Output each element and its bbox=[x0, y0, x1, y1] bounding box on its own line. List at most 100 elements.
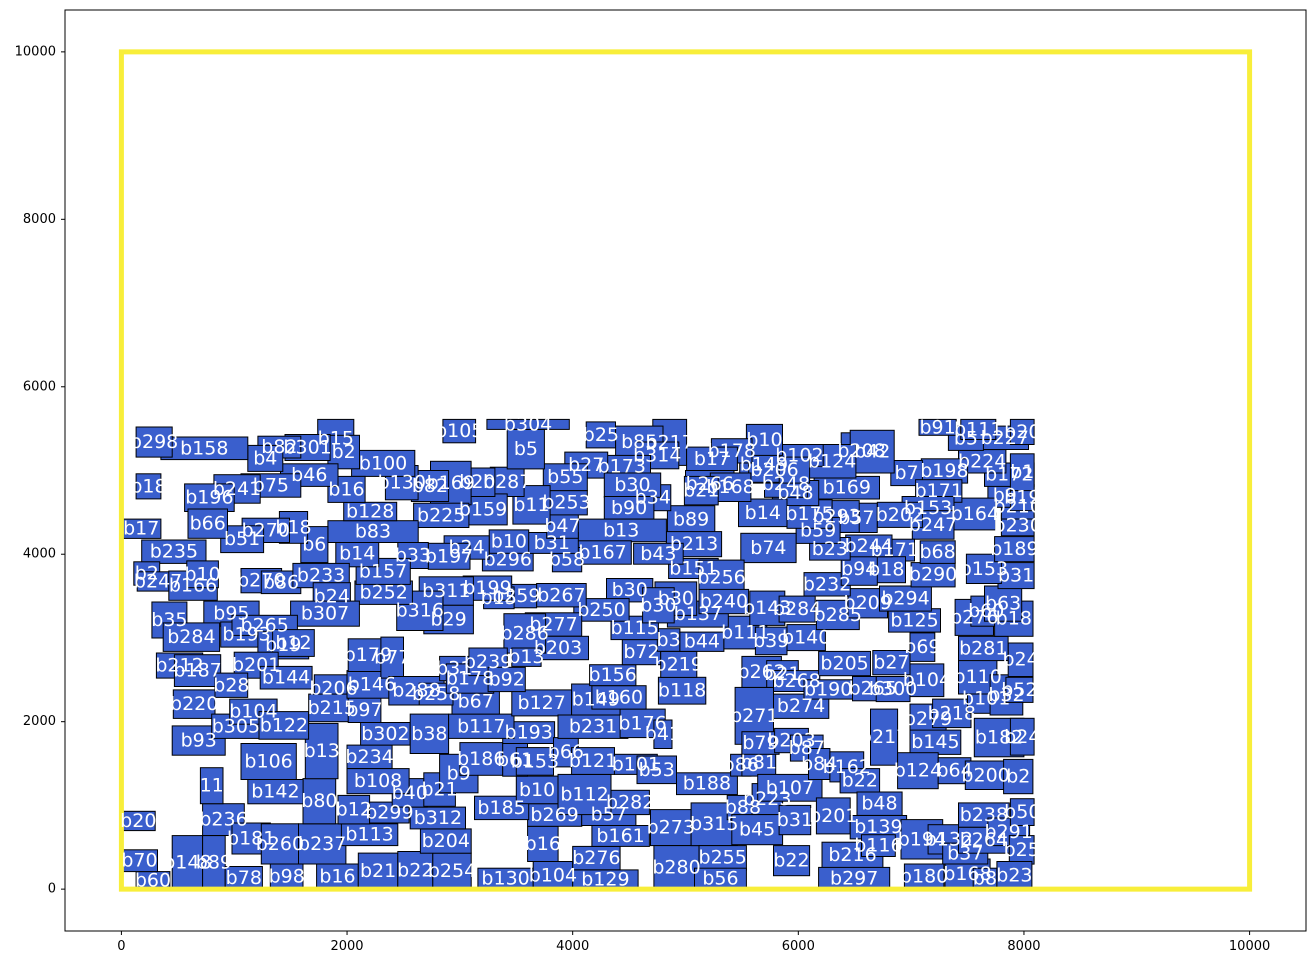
box-label: b83 bbox=[355, 521, 391, 543]
box-label: b105 bbox=[435, 420, 483, 442]
box-label: b162 bbox=[823, 756, 871, 778]
box-label: b2 bbox=[332, 441, 356, 463]
box-label: b38 bbox=[411, 723, 447, 745]
box-b294 bbox=[879, 585, 932, 612]
box-label: b55 bbox=[547, 466, 583, 488]
box-b21 bbox=[357, 852, 399, 890]
box-label: b173 bbox=[598, 456, 646, 478]
box-b153 bbox=[515, 747, 554, 776]
box-label: b41 bbox=[645, 723, 681, 745]
box-label: b196 bbox=[185, 487, 233, 509]
box-b106 bbox=[240, 743, 297, 780]
box-b202 bbox=[876, 501, 923, 528]
box-label: b168 bbox=[943, 863, 991, 885]
box-label: b40 bbox=[392, 782, 428, 804]
box-b116 bbox=[861, 834, 896, 858]
box-label: b127 bbox=[518, 692, 566, 714]
boxes-layer bbox=[120, 418, 1035, 890]
box-b24 bbox=[1009, 717, 1035, 756]
box-label: b28 bbox=[213, 674, 249, 696]
box-label: b121 bbox=[569, 750, 617, 772]
box-label: b267 bbox=[537, 584, 585, 606]
box-label: b10 bbox=[746, 429, 782, 451]
box-label: b92 bbox=[489, 668, 525, 690]
box-label: b304 bbox=[504, 413, 552, 435]
box-label: b238 bbox=[960, 804, 1008, 826]
box-b286 bbox=[503, 613, 547, 654]
box-label: b225 bbox=[417, 504, 465, 526]
box-b312 bbox=[409, 806, 467, 830]
box-b157 bbox=[355, 557, 411, 585]
box-label: b9 bbox=[447, 763, 471, 785]
box-label: b1 bbox=[1010, 461, 1034, 483]
box-b92 bbox=[487, 666, 526, 693]
box-label: b223 bbox=[743, 788, 791, 810]
box-label: b31 bbox=[534, 532, 570, 554]
box-b66 bbox=[187, 508, 228, 539]
box-label: b316 bbox=[396, 600, 444, 622]
box-b128 bbox=[343, 501, 398, 522]
box-label: b110 bbox=[954, 666, 1002, 688]
box-b14 bbox=[738, 498, 788, 528]
box-label: b88 bbox=[725, 797, 761, 819]
box-label: b270 bbox=[242, 519, 290, 541]
box-label: b4 bbox=[253, 447, 277, 469]
box-label: b45 bbox=[739, 819, 775, 841]
box-label: b190 bbox=[804, 678, 852, 700]
box-label: b219 bbox=[655, 653, 703, 675]
box-label: b27 bbox=[873, 652, 909, 674]
box-b124 bbox=[897, 752, 939, 790]
box-label: b144 bbox=[262, 667, 310, 689]
box-label: b29 bbox=[430, 609, 466, 631]
box-label: b168 bbox=[706, 476, 754, 498]
box-b282 bbox=[610, 789, 650, 816]
box-label: b50 bbox=[1004, 801, 1040, 823]
box-label: b31 bbox=[436, 658, 472, 680]
box-label: b231 bbox=[569, 716, 617, 738]
box-b10 bbox=[186, 560, 219, 589]
box-b186 bbox=[459, 742, 504, 776]
box-b2 bbox=[327, 434, 360, 470]
box-b22 bbox=[773, 845, 811, 877]
box-label: b197 bbox=[425, 545, 473, 567]
box-label: b58 bbox=[549, 549, 585, 571]
box-b188 bbox=[676, 772, 738, 796]
box-b164 bbox=[953, 497, 997, 531]
box-label: b220 bbox=[170, 693, 218, 715]
box-b258 bbox=[418, 682, 454, 706]
box-b105 bbox=[442, 418, 477, 444]
box-label: b286 bbox=[501, 622, 549, 644]
box-label: b18 bbox=[996, 608, 1032, 630]
box-label: b87 bbox=[789, 737, 825, 759]
box-label: b299 bbox=[365, 802, 413, 824]
box-label: b89 bbox=[673, 509, 709, 531]
box-label: b82 bbox=[412, 475, 448, 497]
box-label: b149 bbox=[572, 689, 620, 711]
box-label: b84 bbox=[801, 753, 837, 775]
box-label: b284 bbox=[167, 626, 215, 648]
box-b47 bbox=[546, 512, 579, 539]
box-label: b74 bbox=[750, 537, 786, 559]
box-b122 bbox=[258, 711, 310, 740]
box-label: b115 bbox=[188, 775, 236, 797]
box-b14 bbox=[335, 539, 380, 568]
box-label: b248 bbox=[762, 473, 810, 495]
box-b39 bbox=[754, 626, 788, 656]
box-label: b143 bbox=[743, 597, 791, 619]
box-label: b13 bbox=[508, 646, 544, 668]
box-b13 bbox=[511, 647, 542, 667]
box-b16 bbox=[527, 825, 559, 862]
box-label: b315 bbox=[690, 813, 738, 835]
box-label: b271 bbox=[730, 705, 778, 727]
box-label: b247 bbox=[134, 570, 182, 592]
box-label: b107 bbox=[766, 777, 814, 799]
box-label: b64 bbox=[936, 760, 972, 782]
box-label: b80 bbox=[301, 790, 337, 812]
box-label: b169 bbox=[427, 472, 475, 494]
box-label: b178 bbox=[708, 440, 756, 462]
box-label: b146 bbox=[348, 673, 396, 695]
box-label: b51 bbox=[224, 528, 260, 550]
box-b21 bbox=[683, 475, 719, 506]
box-b189 bbox=[994, 536, 1035, 563]
box-label: b95 bbox=[213, 603, 249, 625]
